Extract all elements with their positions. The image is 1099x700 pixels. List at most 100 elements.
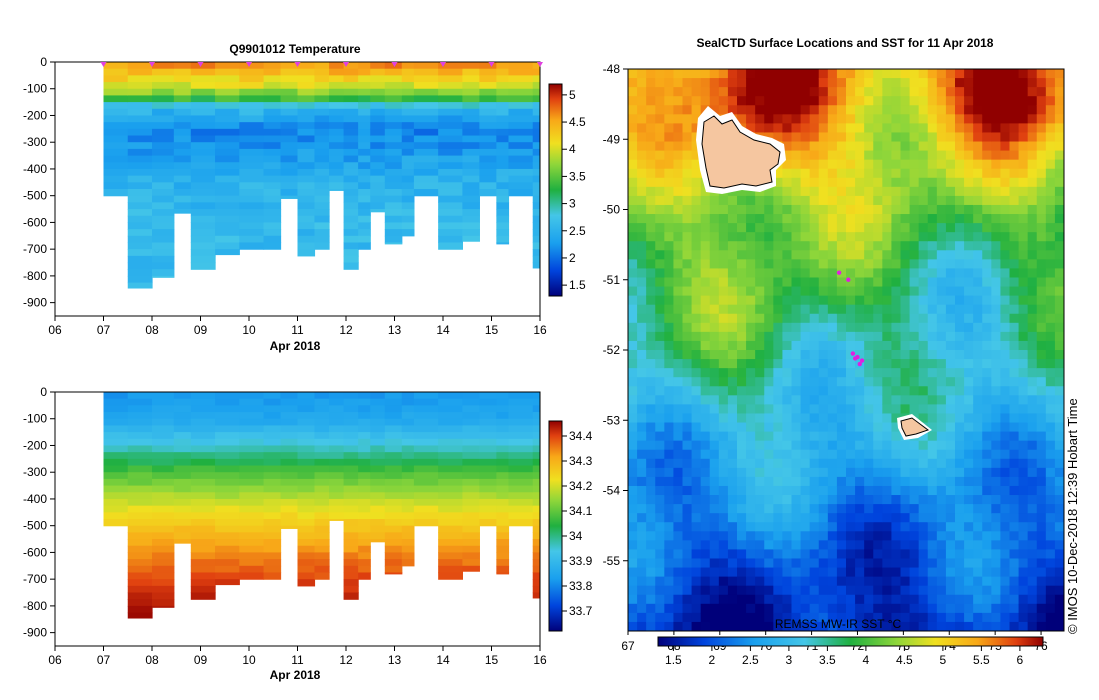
sst-cell [727, 386, 738, 396]
sst-cell [827, 105, 838, 115]
sst-cell [1018, 404, 1029, 415]
temperature-cell [542, 189, 545, 196]
salinity-cell [215, 545, 240, 554]
sst-cell [955, 585, 965, 596]
profile-marker [488, 62, 495, 67]
temperature-cell [103, 82, 129, 90]
sst-cell [945, 594, 956, 605]
salinity-cell [314, 458, 330, 467]
sst-cell [755, 359, 765, 369]
sst-cell [955, 495, 965, 505]
sst-cell [973, 513, 983, 523]
sst-cell [1054, 250, 1064, 260]
sst-cell [909, 458, 920, 469]
temperature-cell [152, 249, 175, 257]
sst-cell [700, 331, 711, 342]
salinity-cell [508, 478, 534, 487]
sst-cell [955, 286, 965, 297]
sst-cell [909, 105, 920, 115]
sst-cell [1036, 404, 1047, 415]
sst-cell [846, 576, 856, 587]
salinity-cell [384, 432, 403, 440]
salinity-cell [173, 452, 192, 460]
temperature-cell [358, 102, 371, 110]
sst-cell [855, 340, 865, 351]
temperature-cell [462, 115, 480, 123]
temperature-cell [384, 75, 403, 83]
sst-cell [691, 495, 702, 505]
temperature-cell [343, 242, 359, 250]
salinity-cell [358, 519, 371, 527]
sst-cell [1009, 585, 1020, 596]
sst-cell [1000, 431, 1011, 442]
temperature-cell [496, 175, 510, 183]
salinity-cell [384, 405, 403, 413]
sst-cell [791, 195, 802, 206]
sst-cell [1054, 313, 1064, 324]
sst-cell [827, 368, 838, 378]
sst-cell [900, 96, 911, 106]
temperature-cell [343, 155, 359, 163]
sst-cell [836, 304, 847, 315]
sst-cell [818, 422, 829, 433]
temperature-cell [103, 189, 129, 197]
sst-cell [909, 513, 920, 523]
sst-cell [755, 621, 765, 631]
sst-cell [991, 123, 1002, 134]
sst-cell [846, 250, 856, 260]
salinity-cell [462, 539, 480, 547]
sst-cell [873, 132, 883, 143]
salinity-cell [280, 432, 299, 440]
sst-cell [945, 223, 956, 233]
sst-cell [936, 123, 947, 134]
sst-cell [655, 585, 665, 596]
temperature-cell [384, 162, 403, 170]
temperature-cell [173, 168, 192, 177]
temperature-cell [496, 108, 510, 117]
salinity-cell [127, 539, 153, 547]
temperature-cell [358, 122, 371, 130]
temperature-cell [152, 175, 175, 183]
sst-cell [827, 322, 838, 333]
salinity-cell [152, 565, 175, 574]
sst-cell [1000, 268, 1011, 279]
temperature-cell [401, 82, 415, 90]
sst-cell [927, 576, 938, 587]
temperature-cell [263, 195, 282, 203]
sst-cell [655, 114, 665, 124]
temperature-cell [401, 128, 415, 137]
sst-cell [691, 485, 702, 496]
sst-cell [691, 621, 702, 631]
temperature-cell [384, 168, 403, 177]
sst-cell [700, 368, 711, 378]
salinity-cell [239, 438, 265, 447]
salinity-cell [263, 519, 282, 527]
sst-cell [900, 186, 911, 197]
temperature-cell [343, 108, 359, 117]
sst-colorbar-label: 3 [786, 653, 793, 667]
sst-cell [809, 114, 820, 124]
sst-cell [628, 186, 638, 197]
sst-cell [827, 522, 838, 532]
salinity-cell [542, 479, 545, 486]
sst-cell [855, 186, 865, 197]
salinity-cell [297, 478, 316, 487]
sst-cell [691, 241, 702, 251]
sst-cell [727, 78, 738, 88]
sst-cell [746, 395, 756, 405]
sst-cell [691, 594, 702, 605]
sst-cell [727, 295, 738, 306]
sst-cell [628, 549, 638, 560]
salinity-cell [370, 505, 386, 513]
temperature-cell [297, 209, 316, 217]
sst-cell [673, 377, 684, 387]
sst-cell [764, 476, 774, 487]
temperature-cell [343, 135, 359, 143]
sst-cell [836, 386, 847, 396]
temperature-cell [542, 236, 545, 243]
sst-cell [864, 440, 874, 451]
salinity-cell [190, 452, 216, 460]
temperature-cell [542, 156, 545, 163]
sst-cell [836, 540, 847, 551]
sst-cell [755, 87, 765, 97]
